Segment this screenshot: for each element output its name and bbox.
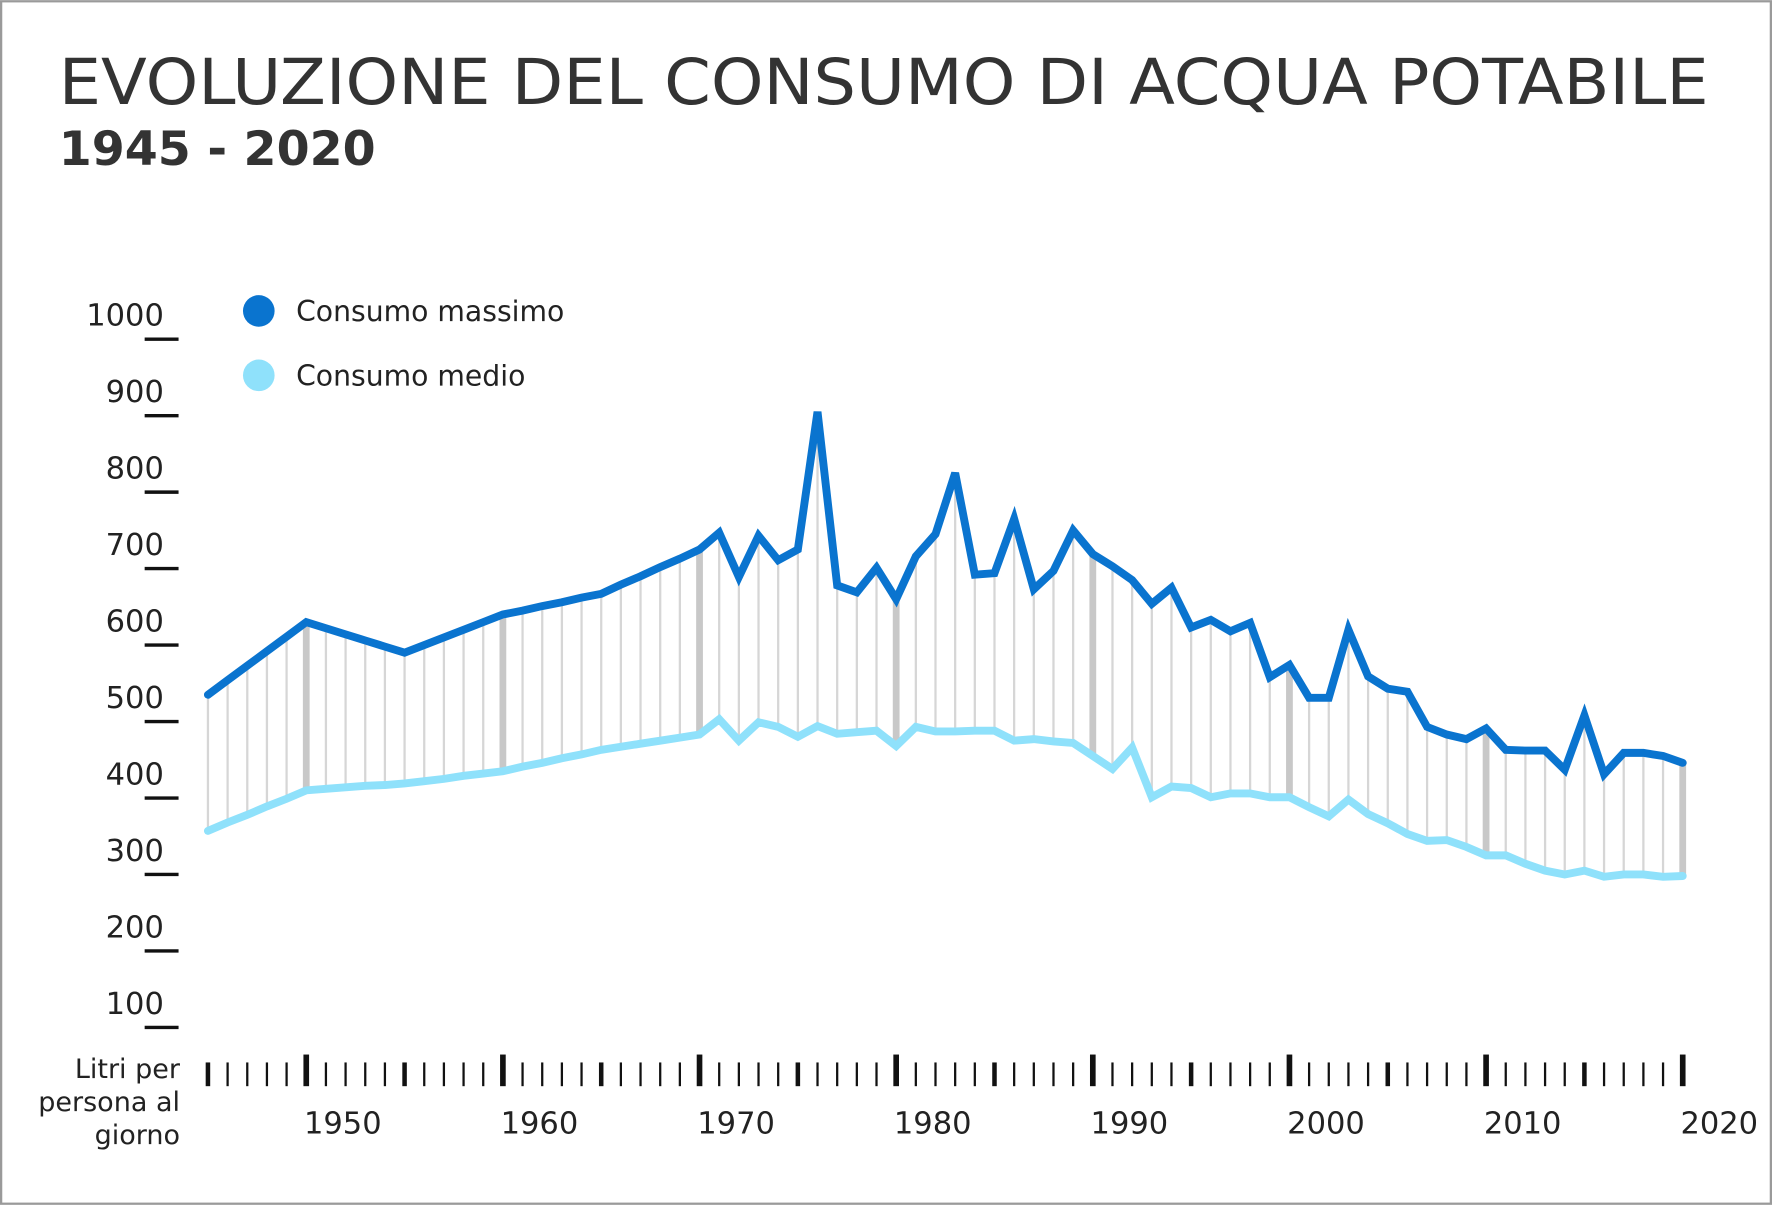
x-tick-label: 2000 xyxy=(1287,1107,1365,1142)
x-tick-label: 1950 xyxy=(304,1107,382,1142)
y-tick-label: 900 xyxy=(106,375,164,410)
y-tick-label: 1000 xyxy=(86,299,164,334)
y-axis-label: Litri per persona al giorno xyxy=(38,1054,180,1151)
y-tick-label: 200 xyxy=(106,910,164,945)
legend-swatch xyxy=(242,359,275,392)
legend-swatch xyxy=(242,295,275,327)
series-line xyxy=(203,411,1687,782)
x-tick-label: 2020 xyxy=(1680,1107,1758,1142)
x-tick-label: 1970 xyxy=(697,1107,775,1142)
legend-label: Consumo massimo xyxy=(296,295,564,328)
y-tick-label: 600 xyxy=(106,605,164,640)
series-line xyxy=(203,713,1687,881)
chart-subtitle: 1945 - 2020 xyxy=(59,122,376,177)
y-tick-label: 500 xyxy=(106,681,164,716)
x-tick-label: 1980 xyxy=(894,1107,972,1142)
x-tick-label: 2010 xyxy=(1484,1107,1562,1142)
x-tick-label: 1960 xyxy=(501,1107,579,1142)
y-tick-label: 300 xyxy=(106,834,164,869)
legend-label: Consumo medio xyxy=(296,360,525,393)
chart-title: EVOLUZIONE DEL CONSUMO DI ACQUA POTABILE xyxy=(59,45,1709,119)
y-tick-label: 100 xyxy=(106,987,164,1022)
y-tick-label: 400 xyxy=(106,757,164,792)
x-tick-label: 1990 xyxy=(1091,1107,1169,1142)
y-tick-label: 800 xyxy=(106,452,164,487)
y-tick-label: 700 xyxy=(106,528,164,563)
